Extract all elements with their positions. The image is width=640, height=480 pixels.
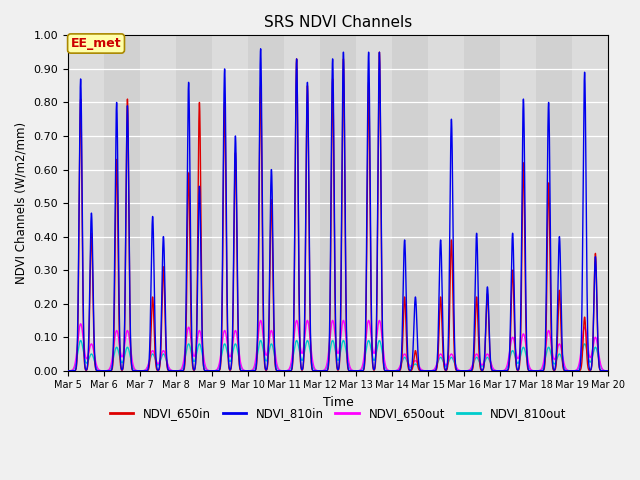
Legend: NDVI_650in, NDVI_810in, NDVI_650out, NDVI_810out: NDVI_650in, NDVI_810in, NDVI_650out, NDV… [105, 403, 571, 425]
NDVI_650out [64, 368, 72, 373]
Y-axis label: NDVI Channels (W/m2/mm): NDVI Channels (W/m2/mm) [15, 122, 28, 284]
NDVI_810out [266, 343, 274, 349]
NDVI_650in [64, 368, 72, 373]
NDVI_810in [64, 368, 72, 373]
Bar [464, 36, 500, 371]
NDVI_810in [490, 368, 497, 373]
NDVI_810out [424, 368, 431, 373]
NDVI_650out [293, 318, 301, 324]
NDVI_650in [376, 49, 383, 55]
NDVI_810out [490, 366, 497, 372]
Line: NDVI_650out: NDVI_650out [68, 321, 608, 371]
NDVI_810out [602, 368, 610, 373]
NDVI_810in [266, 221, 274, 227]
X-axis label: Time: Time [323, 396, 353, 409]
NDVI_810out [180, 362, 188, 368]
Bar [176, 36, 212, 371]
NDVI_810out [604, 368, 612, 373]
NDVI_810in [174, 368, 182, 373]
NDVI_810in [180, 367, 188, 372]
NDVI_810in [257, 46, 264, 52]
NDVI_650in [266, 252, 274, 258]
NDVI_650in [490, 368, 497, 373]
NDVI_650out [266, 331, 274, 337]
Text: EE_met: EE_met [71, 37, 122, 50]
NDVI_650in [413, 352, 420, 358]
NDVI_650out [174, 368, 182, 373]
NDVI_650in [424, 368, 432, 373]
NDVI_650in [180, 368, 188, 373]
NDVI_650out [604, 368, 612, 373]
NDVI_810out [293, 337, 301, 343]
NDVI_650out [413, 359, 420, 364]
NDVI_650out [424, 368, 432, 373]
Line: NDVI_810out: NDVI_810out [68, 340, 608, 371]
NDVI_650out [602, 368, 610, 373]
NDVI_650out [180, 359, 188, 364]
NDVI_810out [413, 361, 420, 367]
Bar [392, 36, 428, 371]
Bar [536, 36, 572, 371]
NDVI_810in [604, 368, 612, 373]
Title: SRS NDVI Channels: SRS NDVI Channels [264, 15, 412, 30]
NDVI_810out [174, 368, 182, 373]
NDVI_810out [64, 368, 72, 373]
NDVI_810in [413, 310, 420, 316]
Bar [104, 36, 140, 371]
NDVI_810in [602, 368, 610, 373]
NDVI_650out [490, 366, 497, 372]
Line: NDVI_650in: NDVI_650in [68, 52, 608, 371]
NDVI_650in [174, 368, 182, 373]
NDVI_650in [602, 368, 610, 373]
Bar [320, 36, 356, 371]
Bar [248, 36, 284, 371]
NDVI_650in [604, 368, 612, 373]
Line: NDVI_810in: NDVI_810in [68, 49, 608, 371]
